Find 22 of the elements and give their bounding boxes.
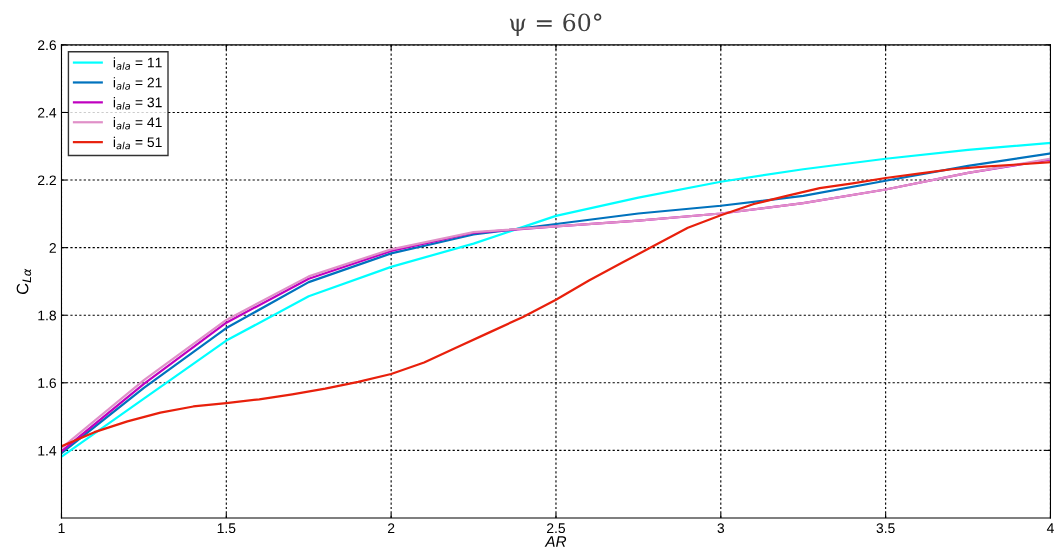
legend-label: i$_{ala}$ = 11: [113, 57, 162, 70]
x-tick-label: 1.5: [217, 523, 236, 534]
y-tick-label: 2.2: [38, 175, 56, 186]
y-tick-label: 2.4: [38, 107, 57, 118]
y-tick-label: 1.8: [38, 310, 57, 321]
x-axis-title: AR: [544, 536, 567, 547]
y-tick-label: 1.4: [38, 445, 57, 456]
x-tick-label: 1: [58, 523, 65, 533]
legend-label: i$_{ala}$ = 41: [113, 116, 162, 130]
legend-label: i$_{ala}$ = 21: [113, 77, 162, 90]
x-tick-label: 3.5: [876, 523, 895, 534]
chart-title: ψ = 60°: [509, 13, 602, 36]
y-tick-label: 1.6: [38, 378, 57, 388]
y-axis-title: C$_{Lα}$: [16, 268, 32, 295]
x-tick-label: 4: [1046, 523, 1054, 533]
x-tick-label: 2: [387, 523, 395, 533]
x-tick-label: 2.5: [547, 523, 566, 534]
legend-label: i$_{ala}$ = 51: [113, 136, 162, 150]
y-tick-label: 2.6: [38, 40, 57, 51]
x-tick-label: 3: [717, 523, 725, 534]
legend-label: i$_{ala}$ = 31: [113, 97, 162, 110]
y-tick-label: 2: [49, 242, 56, 253]
